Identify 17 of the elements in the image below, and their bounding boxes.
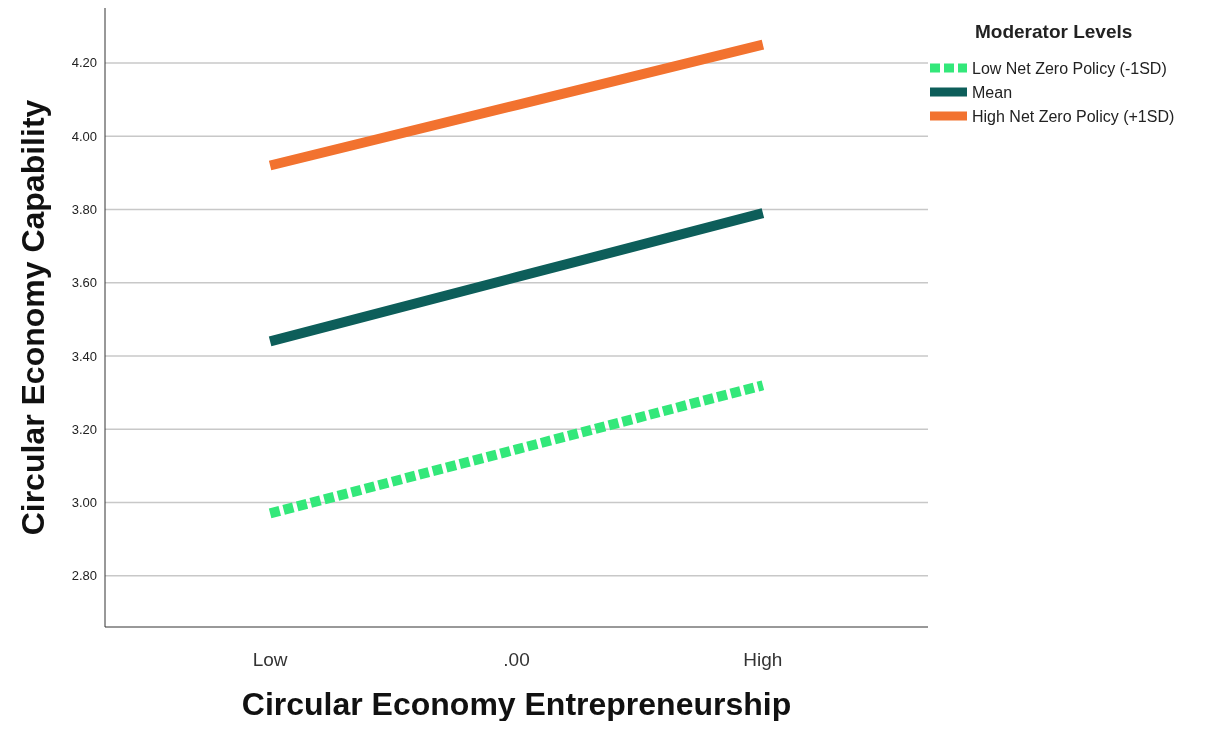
y-tick-label: 3.60 <box>71 275 97 291</box>
y-tick-label: 2.80 <box>71 568 97 584</box>
y-tick-label: 3.80 <box>71 202 97 217</box>
y-tick-label: 4.00 <box>71 128 97 144</box>
legend-title: Moderator Levels <box>975 21 1133 42</box>
legend-label: High Net Zero Policy (+1SD) <box>972 107 1175 125</box>
y-axis-title: Circular Economy Capability <box>15 99 51 536</box>
y-tick-label: 3.40 <box>71 348 97 364</box>
x-tick-label: .00 <box>503 648 530 670</box>
legend-label: Mean <box>972 83 1013 101</box>
legend-label: Low Net Zero Policy (-1SD) <box>972 59 1167 77</box>
x-tick-label: Low <box>252 648 288 670</box>
x-axis-title: Circular Economy Entrepreneurship <box>241 686 792 722</box>
y-tick-label: 3.20 <box>71 421 97 437</box>
y-tick-label: 4.20 <box>71 55 97 71</box>
x-tick-label: High <box>743 648 783 670</box>
y-tick-label: 3.00 <box>71 495 97 511</box>
